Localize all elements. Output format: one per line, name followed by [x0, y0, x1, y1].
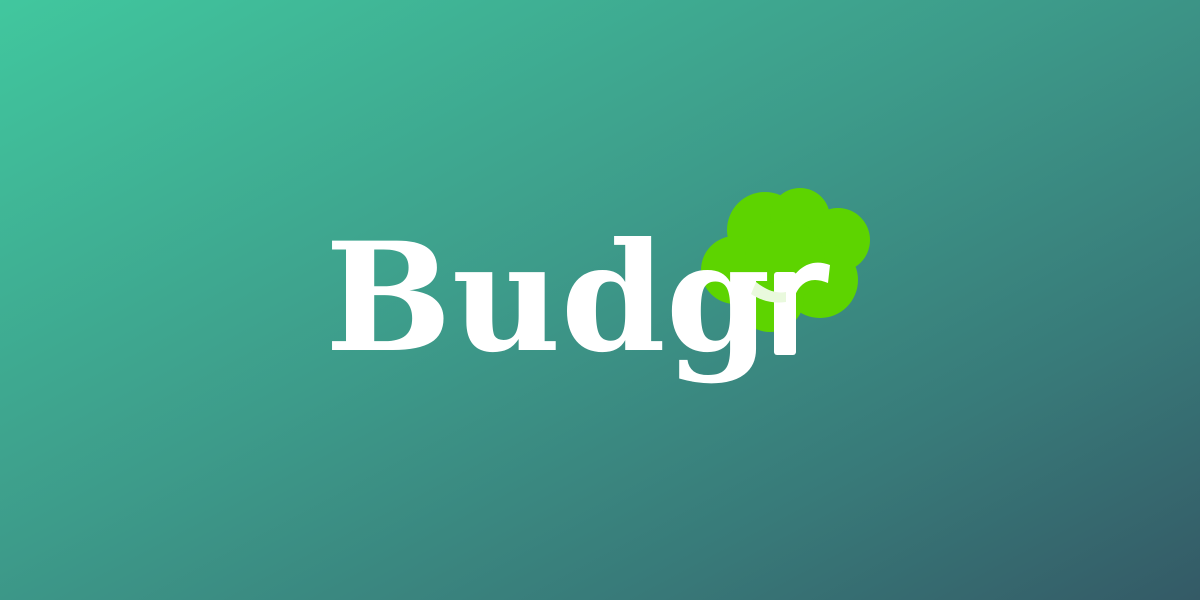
- brand-wordmark: Budg: [325, 210, 771, 386]
- branch-icon: [751, 282, 786, 303]
- brand-final-letter: r: [0, 0, 1, 1]
